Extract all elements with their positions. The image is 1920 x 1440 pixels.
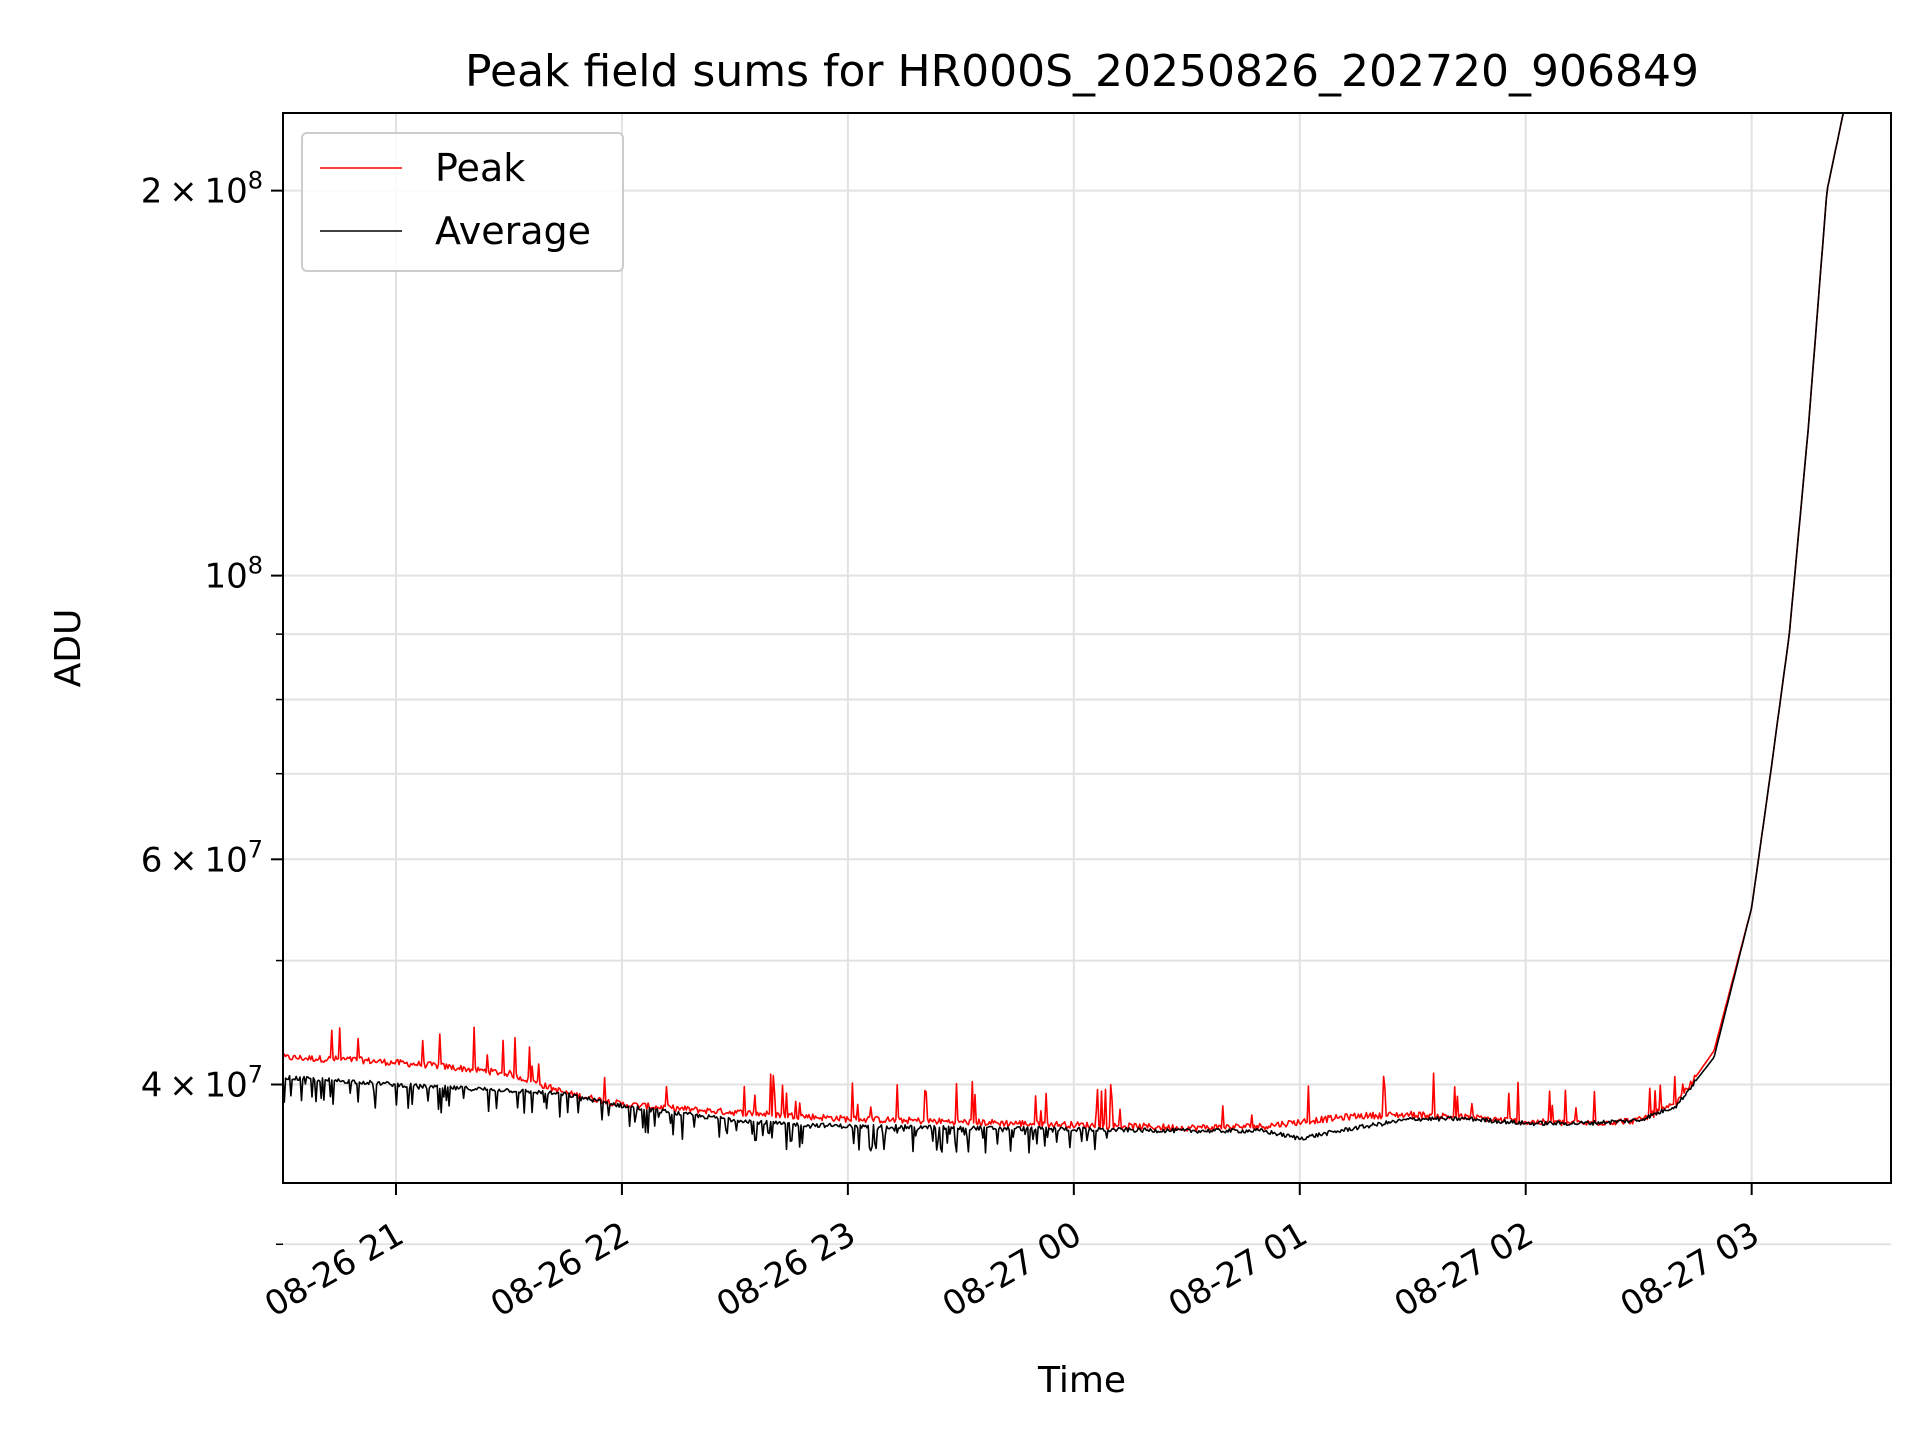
grid (283, 113, 1891, 1246)
y-tick-label: 6 × 107 (141, 835, 263, 880)
y-tick-label: 108 (204, 552, 263, 597)
y-tick-label: 2 × 108 (141, 167, 263, 212)
legend: Peak Average (301, 132, 624, 272)
series-line-average (283, 113, 1845, 1154)
chart-title: Peak field sums for HR000S_20250826_2027… (465, 46, 1699, 97)
series-layer (283, 113, 1845, 1154)
plot-frame (282, 112, 1892, 1184)
x-axis-label: Time (1037, 1360, 1126, 1401)
legend-label-average: Average (435, 209, 591, 253)
legend-label-peak: Peak (435, 146, 525, 190)
y-tick-label: 4 × 107 (141, 1061, 263, 1106)
y-axis-label: ADU (48, 609, 89, 688)
